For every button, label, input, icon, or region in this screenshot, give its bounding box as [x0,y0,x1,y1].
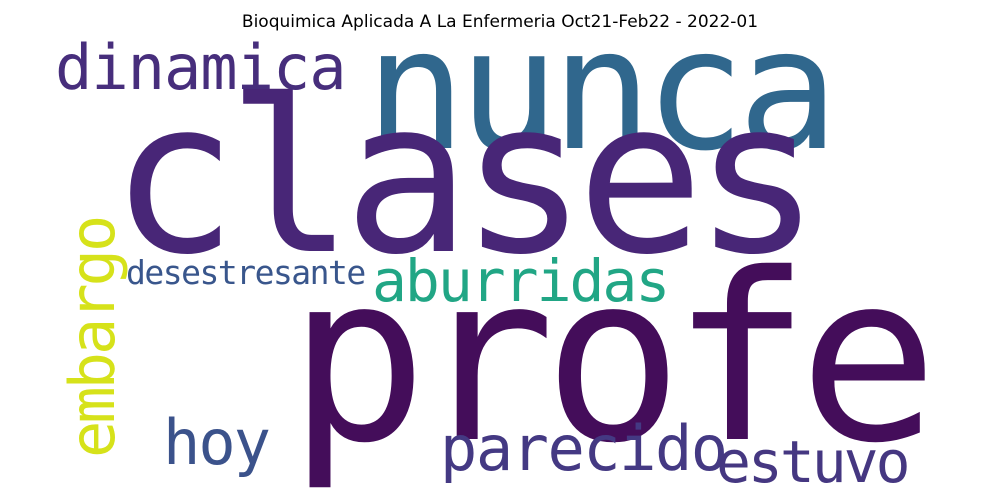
word-dinamica: dinamica [55,31,347,104]
word-hoy: hoy [163,406,271,479]
word-parecido: parecido [440,412,728,485]
word-profe: profe [288,224,938,494]
word-embargo: embargo [56,217,129,458]
word-desestresante: desestresante [126,253,366,292]
word-nunca: nunca [365,0,839,188]
word-aburridas: aburridas [372,247,670,315]
word-estuvo: estuvo [716,428,911,496]
word-clases: clases [110,54,821,301]
chart-title: Bioquimica Aplicada A La Enfermeria Oct2… [241,12,759,32]
